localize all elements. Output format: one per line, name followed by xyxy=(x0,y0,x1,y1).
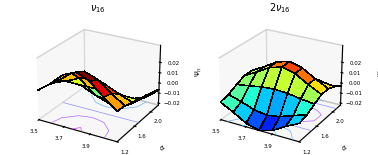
Y-axis label: $\alpha$: $\alpha$ xyxy=(158,142,168,153)
Title: $2\nu_{16}$: $2\nu_{16}$ xyxy=(269,1,291,15)
Y-axis label: $\alpha$: $\alpha$ xyxy=(340,142,350,153)
Title: $\nu_{16}$: $\nu_{16}$ xyxy=(90,3,106,15)
